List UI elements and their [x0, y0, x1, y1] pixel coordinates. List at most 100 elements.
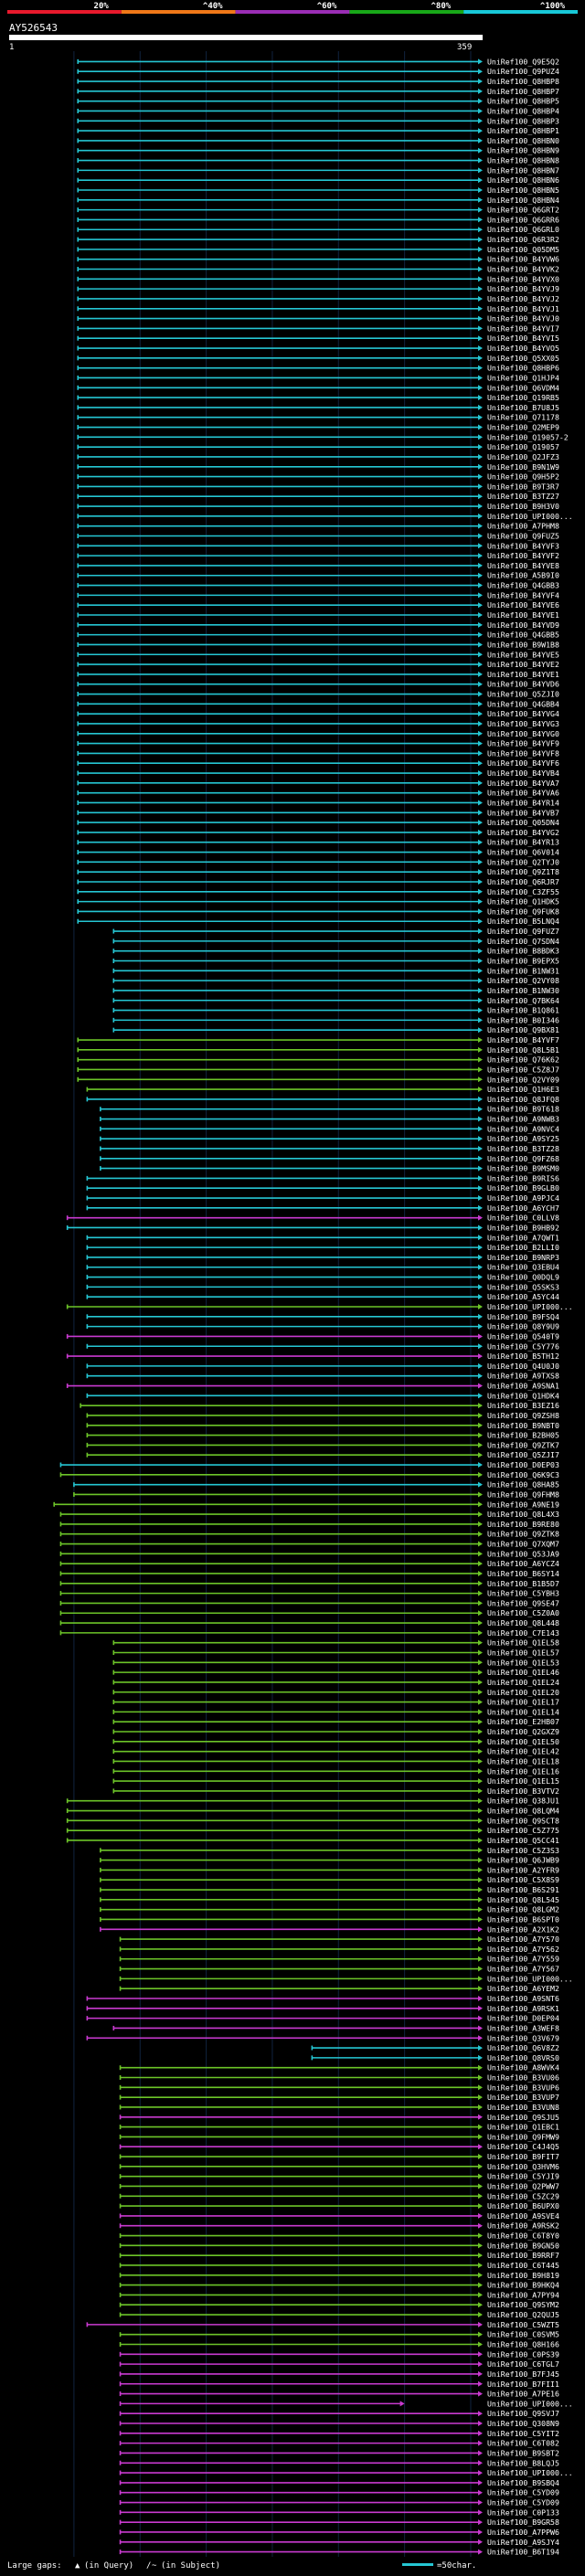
hit-label[interactable]: UniRef100_C5YD09	[487, 2488, 559, 2497]
hit-row[interactable]: UniRef100_A9SJY4	[119, 2538, 559, 2547]
hit-label[interactable]: UniRef100_B1B5D7	[487, 1579, 559, 1588]
hit-row[interactable]: UniRef100_C5Y776	[86, 1341, 559, 1351]
hit-label[interactable]: UniRef100_B6T194	[487, 2548, 559, 2557]
hit-row[interactable]: UniRef100_Q8LQM4	[66, 1807, 559, 1816]
hit-row[interactable]: UniRef100_Q8L448	[59, 1618, 559, 1627]
hit-row[interactable]: UniRef100_Q6V014	[77, 848, 559, 857]
hit-row[interactable]: UniRef100_Q6GRT2	[77, 206, 559, 215]
hit-label[interactable]: UniRef100_Q9SJU5	[487, 2113, 559, 2122]
hit-row[interactable]: UniRef100_B4YR14	[77, 798, 559, 807]
hit-label[interactable]: UniRef100_Q8HBN8	[487, 156, 559, 165]
hit-label[interactable]: UniRef100_Q5ZJI0	[487, 690, 559, 699]
hit-label[interactable]: UniRef100_B4YVD6	[487, 680, 559, 689]
hit-label[interactable]: UniRef100_B4YVF9	[487, 739, 559, 748]
hit-row[interactable]: UniRef100_Q0DQL9	[86, 1273, 559, 1282]
hit-label[interactable]: UniRef100_Q6V8Z2	[487, 2043, 559, 2052]
hit-label[interactable]: UniRef100_Q1EL20	[487, 1688, 559, 1697]
hit-label[interactable]: UniRef100_Q9ZTK8	[487, 1530, 559, 1539]
hit-row[interactable]: UniRef100_B9SBQ4	[119, 2478, 559, 2487]
hit-label[interactable]: UniRef100_B9GR58	[487, 2518, 559, 2527]
hit-row[interactable]: UniRef100_Q1EL58	[112, 1638, 559, 1648]
hit-label[interactable]: UniRef100_B9T3R7	[487, 482, 559, 491]
hit-row[interactable]: UniRef100_Q19057-2	[77, 432, 569, 441]
hit-label[interactable]: UniRef100_Q8LGM2	[487, 1905, 559, 1914]
hit-label[interactable]: UniRef100_A7Y567	[487, 1965, 559, 1974]
hit-label[interactable]: UniRef100_A9SNA1	[487, 1382, 559, 1391]
hit-row[interactable]: UniRef100_A2YFR9	[100, 1865, 559, 1874]
hit-label[interactable]: UniRef100_A7Y562	[487, 1945, 559, 1954]
hit-row[interactable]: UniRef100_Q1HJP4	[77, 373, 559, 382]
hit-label[interactable]: UniRef100_Q5CC41	[487, 1836, 559, 1845]
hit-label[interactable]: UniRef100_B4YVB7	[487, 808, 559, 817]
hit-label[interactable]: UniRef100_C6T082	[487, 2439, 559, 2448]
hit-label[interactable]: UniRef100_B4YVE1	[487, 670, 559, 679]
hit-row[interactable]: UniRef100_C5YBH3	[59, 1589, 559, 1598]
hit-label[interactable]: UniRef100_Q540T9	[487, 1331, 559, 1341]
hit-label[interactable]: UniRef100_A7PE16	[487, 2390, 559, 2399]
hit-label[interactable]: UniRef100_Q1EL42	[487, 1747, 559, 1756]
hit-label[interactable]: UniRef100_B8BDK3	[487, 947, 559, 956]
hit-row[interactable]: UniRef100_Q1EL15	[112, 1776, 559, 1786]
hit-row[interactable]: UniRef100_Q4GBB4	[77, 699, 559, 708]
hit-label[interactable]: UniRef100_Q1EL24	[487, 1678, 559, 1687]
hit-row[interactable]: UniRef100_B2LLI0	[86, 1243, 559, 1252]
hit-label[interactable]: UniRef100_C5YBH3	[487, 1589, 559, 1598]
hit-row[interactable]: UniRef100_B9SBT2	[119, 2448, 559, 2457]
hit-row[interactable]: UniRef100_B4YVE2	[77, 660, 559, 669]
hit-row[interactable]: UniRef100_Q2MEP9	[77, 423, 559, 432]
hit-label[interactable]: UniRef100_B2BH05	[487, 1431, 559, 1440]
hit-row[interactable]: UniRef100_B7U8J5	[77, 403, 559, 412]
hit-row[interactable]: UniRef100_Q1HDK5	[77, 897, 559, 906]
hit-label[interactable]: UniRef100_A2X1K2	[487, 1924, 559, 1934]
hit-row[interactable]: UniRef100_Q8L545	[100, 1895, 559, 1904]
hit-row[interactable]: UniRef100_Q1EBC1	[119, 2123, 559, 2132]
hit-row[interactable]: UniRef100_A7PHM8	[77, 522, 559, 531]
hit-row[interactable]: UniRef100_Q2VY09	[77, 1075, 559, 1084]
hit-row[interactable]: UniRef100_B1NW31	[112, 966, 559, 975]
hit-row[interactable]: UniRef100_C7E143	[59, 1628, 559, 1638]
hit-row[interactable]: UniRef100_B1NW30	[112, 986, 559, 995]
hit-row[interactable]: UniRef100_Q2VY08	[112, 976, 559, 985]
hit-label[interactable]: UniRef100_B4YVG4	[487, 709, 559, 718]
hit-label[interactable]: UniRef100_Q19057	[487, 442, 559, 451]
hit-label[interactable]: UniRef100_A9RSK2	[487, 2221, 559, 2231]
hit-label[interactable]: UniRef100_Q6V014	[487, 848, 559, 857]
hit-label[interactable]: UniRef100_C5Z0A0	[487, 1608, 559, 1617]
hit-row[interactable]: UniRef100_B4YVX0	[77, 274, 559, 283]
hit-label[interactable]: UniRef100_Q8L5B1	[487, 1045, 559, 1055]
hit-label[interactable]: UniRef100_A9PJC4	[487, 1193, 559, 1203]
hit-label[interactable]: UniRef100_B9MSM0	[487, 1164, 559, 1173]
hit-row[interactable]: UniRef100_Q8JFQ8	[86, 1095, 559, 1104]
hit-label[interactable]: UniRef100_Q4GBB4	[487, 699, 559, 708]
hit-row[interactable]: UniRef100_A9RSK2	[119, 2221, 559, 2231]
hit-row[interactable]: UniRef100_Q1HDK4	[86, 1391, 559, 1400]
hit-row[interactable]: UniRef100_B6SPT0	[100, 1914, 559, 1924]
hit-row[interactable]: UniRef100_Q8VRS0	[311, 2053, 559, 2062]
hit-row[interactable]: UniRef100_C0PS39	[119, 2349, 559, 2359]
hit-row[interactable]: UniRef100_C5YD09	[119, 2498, 559, 2507]
hit-row[interactable]: UniRef100_Q9FMW9	[119, 2132, 559, 2141]
hit-row[interactable]: UniRef100_Q8HBN4	[77, 196, 559, 205]
hit-label[interactable]: UniRef100_Q8HBN9	[487, 146, 559, 155]
hit-label[interactable]: UniRef100_Q9H5P2	[487, 472, 559, 482]
hit-label[interactable]: UniRef100_UPI000...	[487, 2468, 573, 2477]
hit-label[interactable]: UniRef100_Q8HBN4	[487, 196, 559, 205]
hit-label[interactable]: UniRef100_Q8HBP1	[487, 126, 559, 135]
hit-label[interactable]: UniRef100_E2HB07	[487, 1717, 559, 1726]
hit-row[interactable]: UniRef100_B9T3R7	[77, 482, 559, 491]
hit-row[interactable]: UniRef100_Q9SYM2	[119, 2300, 559, 2309]
hit-row[interactable]: UniRef100_B9HB92	[66, 1223, 559, 1232]
hit-label[interactable]: UniRef100_Q05DM5	[487, 245, 559, 254]
hit-label[interactable]: UniRef100_A2YFR9	[487, 1865, 559, 1874]
hit-label[interactable]: UniRef100_Q9FUZ7	[487, 927, 559, 936]
hit-row[interactable]: UniRef100_Q5CC41	[66, 1836, 559, 1845]
hit-label[interactable]: UniRef100_UPI000...	[487, 512, 573, 521]
hit-row[interactable]: UniRef100_C5Z8J7	[77, 1065, 559, 1074]
hit-row[interactable]: UniRef100_B8LQJ5	[119, 2458, 559, 2467]
hit-label[interactable]: UniRef100_B4YVF2	[487, 551, 559, 560]
hit-label[interactable]: UniRef100_B4YVX0	[487, 274, 559, 283]
hit-label[interactable]: UniRef100_A5B9I0	[487, 571, 559, 580]
hit-label[interactable]: UniRef100_B2LLI0	[487, 1243, 559, 1252]
hit-row[interactable]: UniRef100_Q9H5P2	[77, 472, 559, 482]
hit-row[interactable]: UniRef100_Q9FHM8	[73, 1489, 559, 1499]
